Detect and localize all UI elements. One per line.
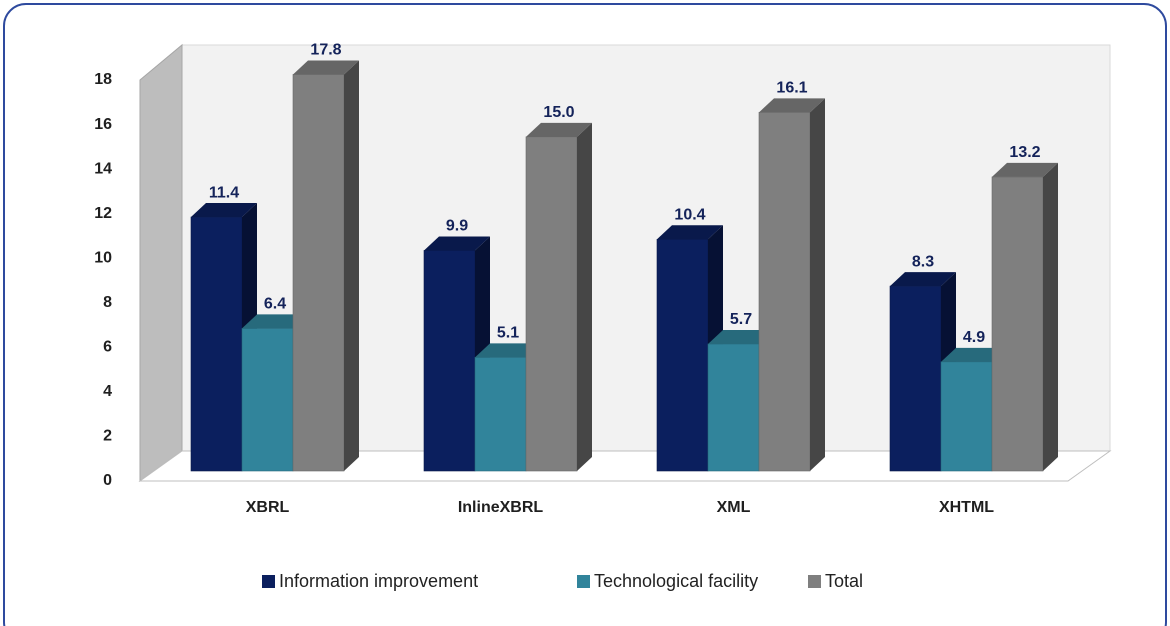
x-tick-label: XBRL [246,499,290,516]
y-tick-label: 16 [94,116,112,133]
data-label: 5.7 [730,311,752,328]
bar-top [293,60,359,75]
bar-side [1043,162,1058,471]
bar-side [344,60,359,471]
bar-top [424,236,490,251]
data-label: 8.3 [912,253,934,270]
bar [474,357,527,472]
x-tick-label: XML [717,499,751,516]
legend-swatch [808,575,821,588]
data-label: 10.4 [674,207,705,224]
bar-top [475,343,541,358]
data-label: 9.9 [446,218,468,235]
y-tick-label: 10 [94,249,112,266]
x-tick-label: XHTML [939,499,994,516]
data-label: 13.2 [1009,144,1040,161]
legend-swatch [262,575,275,588]
bar [707,343,760,472]
bar-top [890,272,956,287]
data-label: 17.8 [310,42,341,59]
bar-top [242,314,308,329]
side-wall [139,43,183,482]
bar [758,112,811,472]
bar-top [759,98,825,113]
bar-top [191,203,257,218]
bar-side [810,98,825,472]
bar-top [708,330,774,345]
legend-swatch [577,575,590,588]
bar [241,328,294,472]
y-tick-label: 14 [94,160,112,177]
bar [991,176,1044,472]
data-label: 15.0 [543,104,574,121]
x-tick-label: InlineXBRL [458,499,544,516]
bar [190,216,243,472]
data-label: 4.9 [963,329,985,346]
data-label: 16.1 [776,80,807,97]
bar [940,361,993,472]
bar [656,239,709,472]
bar-side [577,122,592,471]
y-tick-label: 6 [103,339,112,356]
y-tick-label: 0 [103,472,112,489]
y-tick-label: 8 [103,294,112,311]
y-tick-label: 12 [94,205,112,222]
data-label: 11.4 [209,184,239,201]
bar-top [941,347,1007,362]
bar [292,74,345,472]
data-label: 6.4 [264,296,286,313]
y-tick-label: 18 [94,71,112,88]
y-tick-label: 4 [103,383,112,400]
y-tick-label: 2 [103,428,112,445]
bar-top [992,162,1058,177]
bar [423,250,476,472]
floor [138,450,1112,482]
bar-top [657,225,723,240]
bar-top [526,122,592,137]
data-label: 5.1 [497,325,519,342]
legend-label: Total [825,571,863,591]
bar [889,285,942,472]
bar [525,136,578,472]
legend-label: Technological facility [594,571,758,591]
legend-label: Information improvement [279,571,478,591]
